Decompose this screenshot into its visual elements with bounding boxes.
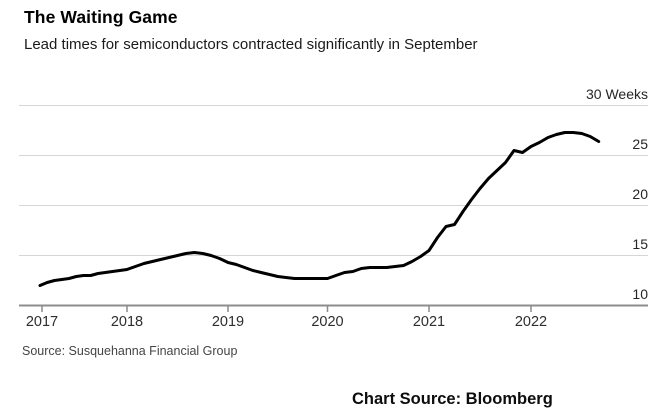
x-tick-label-2020: 2020 — [311, 314, 343, 330]
page-title: The Waiting Game — [24, 7, 178, 27]
y-tick-label-20: 20 — [632, 186, 648, 202]
chart-subtitle: Lead times for semiconductors contracted… — [24, 35, 478, 53]
x-tick-label-2018: 2018 — [111, 314, 143, 330]
chart-header: The Waiting Game Lead times for semicond… — [24, 6, 634, 54]
source-note: Source: Susquehanna Financial Group — [22, 344, 238, 358]
x-tick-label-2017: 2017 — [26, 314, 58, 330]
x-tick-label-2019: 2019 — [212, 314, 244, 330]
y-tick-label-30-weeks: 30 Weeks — [586, 86, 648, 102]
y-tick-label-25: 25 — [632, 136, 648, 152]
x-tick-label-2021: 2021 — [413, 314, 445, 330]
y-tick-label-15: 15 — [632, 236, 648, 252]
lead-time-series-line — [38, 131, 601, 287]
chart-source-credit: Chart Source: Bloomberg — [352, 390, 553, 408]
x-tick-label-2022: 2022 — [515, 314, 547, 330]
y-tick-label-10: 10 — [632, 286, 648, 302]
